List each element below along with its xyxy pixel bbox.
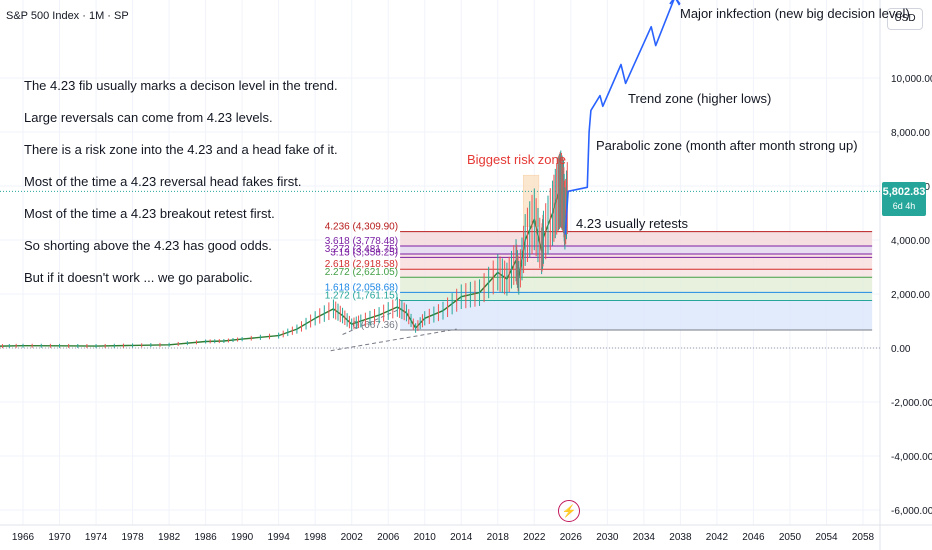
- major-inflection-label: Major inkfection (new big decision level…: [680, 6, 910, 21]
- bar-countdown: 6d 4h: [892, 201, 916, 211]
- x-tick-label: 1974: [85, 532, 108, 543]
- x-tick-label: 1982: [158, 532, 181, 543]
- x-tick-label: 1978: [121, 532, 144, 543]
- x-tick-label: 1970: [48, 532, 71, 543]
- x-tick-label: 1994: [268, 532, 291, 543]
- y-tick-label: 4,000.00: [891, 236, 930, 247]
- note-line: Large reversals can come from 4.23 level…: [24, 110, 273, 125]
- x-tick-label: 2006: [377, 532, 400, 543]
- fib-zone: [400, 253, 873, 270]
- x-tick-label: 1990: [231, 532, 254, 543]
- projection-arrowhead: [669, 0, 681, 5]
- x-tick-label: 2022: [523, 532, 546, 543]
- x-tick-label: 2050: [779, 532, 802, 543]
- fib-level-label: 1.618 (2,058.68): [325, 282, 398, 293]
- fib-level-label: 2.618 (2,918.58): [325, 259, 398, 270]
- y-tick-label: 0.00: [891, 344, 911, 355]
- x-tick-label: 2054: [815, 532, 838, 543]
- fib-zone: [400, 231, 873, 246]
- x-tick-label: 2030: [596, 532, 619, 543]
- last-price: 5,802.83: [882, 186, 926, 198]
- x-tick-label: 2058: [852, 532, 875, 543]
- fib-level-label: 1.272 (1,761.15): [325, 290, 398, 301]
- x-tick-label: 1986: [194, 532, 217, 543]
- fib-level-label: 4.236 (4,309.90): [325, 222, 398, 233]
- chart-title: S&P 500 Index · 1M · SP: [6, 10, 129, 22]
- fib-level-label: 2.272 (2,621.05): [325, 267, 398, 278]
- x-tick-label: 1998: [304, 532, 327, 543]
- x-tick-label: 2042: [706, 532, 729, 543]
- x-tick-label: 2018: [487, 532, 510, 543]
- note-line: So shorting above the 4.23 has good odds…: [24, 238, 272, 253]
- fib-zone: [400, 245, 873, 254]
- x-tick-label: 2010: [414, 532, 437, 543]
- x-tick-label: 2002: [341, 532, 364, 543]
- fib-level-label: 3.618 (3,778.48): [325, 236, 398, 247]
- x-tick-label: 2026: [560, 532, 583, 543]
- y-tick-label: -6,000.00: [891, 506, 932, 517]
- parabolic-zone-label: Parabolic zone (month after month strong…: [596, 138, 858, 153]
- retest-label: 4.23 usually retests: [574, 216, 691, 231]
- note-line: But if it doesn't work ... we go parabol…: [24, 270, 253, 285]
- note-line: There is a risk zone into the 4.23 and a…: [24, 142, 338, 157]
- note-line: Most of the time a 4.23 breakout retest …: [24, 206, 275, 221]
- fib-level-label: 3.13 (3,358.25): [330, 247, 398, 258]
- bolt-icon[interactable]: ⚡: [558, 500, 580, 522]
- fib-level-label: 3.272 (3,481.75): [325, 244, 398, 255]
- dashed-trendline: [330, 328, 457, 352]
- fib-level-label: 0 (667.36): [352, 320, 398, 331]
- note-line: Most of the time a 4.23 reversal head fa…: [24, 174, 302, 189]
- x-tick-label: 2014: [450, 532, 473, 543]
- fib-zone: [400, 292, 873, 301]
- x-tick-label: 1966: [12, 532, 35, 543]
- projection-path: [564, 0, 681, 235]
- fib-zone: [400, 277, 873, 293]
- last-price-tag: 5,802.83 6d 4h: [882, 182, 926, 216]
- currency-button[interactable]: USD: [887, 8, 923, 30]
- risk-zone-label: Biggest risk zone: [467, 152, 566, 167]
- fib-zone: [400, 300, 873, 330]
- trend-zone-label: Trend zone (higher lows): [628, 91, 772, 106]
- fib-zone: [400, 269, 873, 278]
- y-tick-label: 2,000.00: [891, 290, 930, 301]
- y-tick-label: -4,000.00: [891, 452, 932, 463]
- y-tick-label: -2,000.00: [891, 398, 932, 409]
- x-tick-label: 2038: [669, 532, 692, 543]
- note-line: The 4.23 fib usually marks a decison lev…: [24, 78, 338, 93]
- x-tick-label: 2046: [742, 532, 765, 543]
- y-tick-label: 8,000.00: [891, 128, 930, 139]
- x-tick-label: 2034: [633, 532, 656, 543]
- y-tick-label: 10,000.00: [891, 74, 932, 85]
